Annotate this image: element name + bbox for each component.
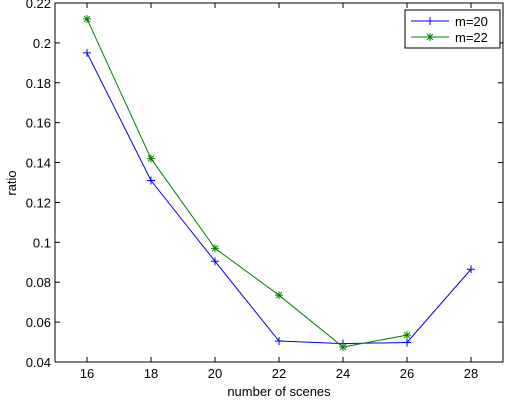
legend-label: m=22 [455, 30, 488, 45]
y-tick-label: 0.04 [26, 355, 51, 370]
data-point-series-1 [467, 265, 475, 274]
data-point-series-2 [83, 14, 91, 23]
data-point-series-2 [403, 331, 411, 340]
y-axis-label: ratio [4, 170, 19, 195]
legend: m=20m=22 [404, 9, 501, 49]
x-tick-label: 28 [464, 366, 478, 381]
y-tick-label: 0.18 [26, 76, 51, 91]
x-tick-label: 24 [336, 366, 350, 381]
data-point-series-2 [211, 244, 219, 253]
data-point-series-1 [403, 338, 411, 347]
data-point-series-2 [147, 154, 155, 163]
legend-marker [426, 33, 434, 41]
y-tick-label: 0.1 [33, 235, 51, 250]
axis-ticks: 16 18 20 22 24 26 28 0.04 0.06 0.08 0.1 0.12 0.14 0.1… [26, 0, 503, 381]
legend-label: m=20 [455, 14, 488, 29]
y-tick-label: 0.06 [26, 315, 51, 330]
x-tick-label: 18 [144, 366, 158, 381]
series-markers [83, 14, 475, 352]
y-tick-label: 0.14 [26, 156, 51, 171]
data-point-series-1 [275, 337, 283, 346]
y-tick-label: 0.12 [26, 195, 51, 210]
legend-box [404, 9, 501, 49]
plot-area [54, 2, 504, 363]
x-tick-label: 16 [80, 366, 94, 381]
data-point-series-1 [147, 176, 155, 185]
data-point-series-1 [211, 257, 219, 266]
x-tick-label: 22 [272, 366, 286, 381]
series-line-2 [86, 18, 408, 348]
x-axis-label: number of scenes [227, 384, 331, 399]
data-point-series-2 [275, 291, 283, 300]
x-tick-label: 20 [208, 366, 222, 381]
x-tick-label: 26 [400, 366, 414, 381]
data-point-series-2 [339, 343, 347, 352]
y-tick-label: 0.16 [26, 116, 51, 131]
data-point-series-1 [83, 48, 91, 57]
y-tick-label: 0.2 [33, 36, 51, 51]
y-tick-label: 0.22 [26, 0, 51, 11]
y-tick-label: 0.08 [26, 275, 51, 290]
legend-marker [426, 17, 434, 25]
